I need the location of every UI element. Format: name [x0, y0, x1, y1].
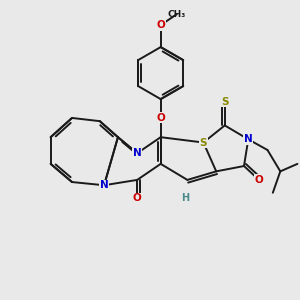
Text: S: S: [221, 97, 229, 107]
Text: O: O: [156, 113, 165, 123]
Text: H: H: [181, 193, 189, 203]
Text: S: S: [200, 137, 207, 148]
Text: N: N: [133, 148, 142, 158]
Text: O: O: [156, 20, 165, 30]
Text: O: O: [133, 193, 142, 203]
Text: N: N: [244, 134, 253, 144]
Text: O: O: [255, 175, 263, 185]
Text: N: N: [100, 180, 108, 190]
Text: CH₃: CH₃: [168, 10, 186, 19]
